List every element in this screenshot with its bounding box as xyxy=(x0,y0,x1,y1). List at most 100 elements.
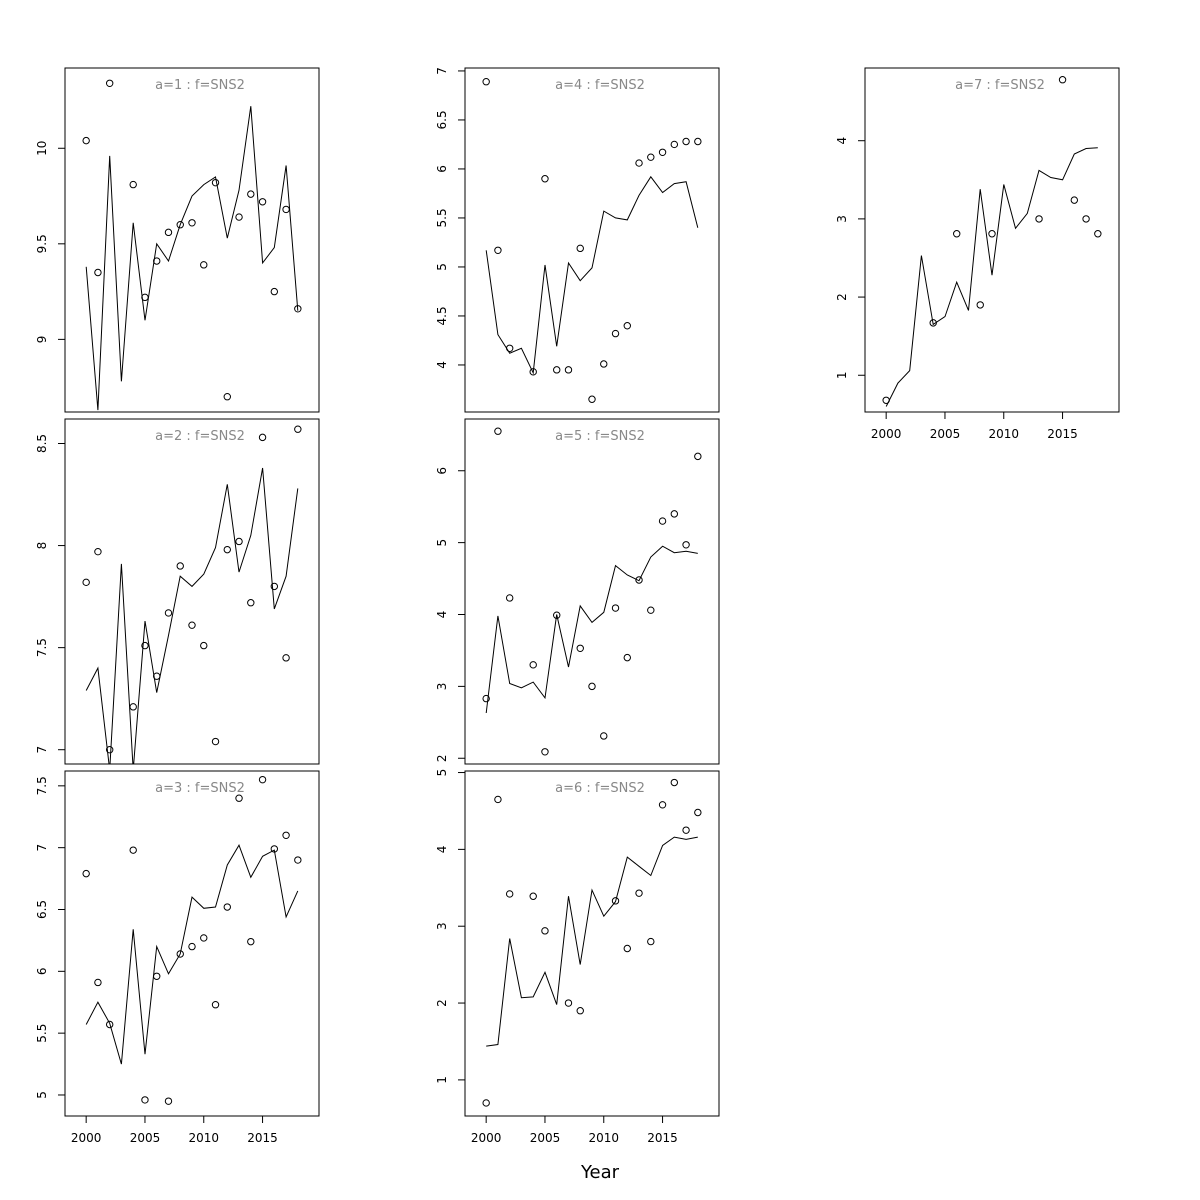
series-line xyxy=(485,175,699,375)
data-point xyxy=(600,360,608,368)
data-point xyxy=(94,978,102,987)
data-point xyxy=(247,937,255,946)
x-tick-label: 2010 xyxy=(588,1131,619,1145)
panel: 2 3 4 5 6 a=5 : f=SNS2 xyxy=(435,418,720,765)
data-point xyxy=(494,246,502,254)
data-point xyxy=(105,746,114,754)
panel-title: a=4 : f=SNS2 xyxy=(555,78,645,93)
data-point xyxy=(82,136,90,145)
y-tick-label: 2 xyxy=(435,999,449,1007)
data-point xyxy=(211,737,220,746)
panel: 1 2 3 4 5 2000 2005 2010 2015 a=6 : f=SNS2 xyxy=(435,769,720,1145)
plot-frame xyxy=(64,67,320,413)
y-tick-label: 6 xyxy=(435,165,449,173)
x-tick-label: 2005 xyxy=(530,1131,561,1145)
x-tick-label: 2005 xyxy=(930,427,961,441)
y-tick-label: 6 xyxy=(35,968,49,976)
y-tick-label: 4 xyxy=(435,846,449,854)
series-line xyxy=(485,545,698,714)
data-point xyxy=(258,198,267,206)
data-point xyxy=(611,897,620,905)
plot-frame xyxy=(64,770,320,1117)
panel-title: a=3 : f=SNS2 xyxy=(155,781,245,796)
data-point xyxy=(494,427,502,435)
y-tick-label: 3 xyxy=(435,683,449,691)
data-point xyxy=(294,856,302,864)
data-point xyxy=(258,433,267,442)
data-point xyxy=(635,159,643,167)
data-point xyxy=(670,510,679,518)
data-point xyxy=(553,611,561,619)
data-point xyxy=(600,732,608,740)
data-point xyxy=(694,452,702,461)
y-tick-label: 7.5 xyxy=(35,776,49,795)
data-point xyxy=(282,654,290,662)
panel: 1 2 3 4 2000 2005 2010 2015 a=7 : f=SNS2 xyxy=(835,67,1120,441)
data-point xyxy=(505,344,514,352)
y-tick-label: 8.5 xyxy=(35,434,49,453)
data-point xyxy=(164,228,173,237)
data-point xyxy=(235,213,243,221)
panel-title: a=1 : f=SNS2 xyxy=(155,78,245,93)
data-point xyxy=(1094,230,1102,238)
data-point xyxy=(670,140,679,149)
y-tick-label: 9 xyxy=(35,336,49,344)
data-point xyxy=(188,219,196,227)
data-point xyxy=(235,537,243,546)
data-point xyxy=(176,221,184,229)
data-point xyxy=(553,366,561,374)
data-point xyxy=(670,778,679,787)
panel: 7 7.5 8 8.5 a=2 : f=SNS2 xyxy=(35,418,320,765)
data-point xyxy=(164,609,173,617)
data-point xyxy=(223,545,231,554)
data-point xyxy=(176,950,184,958)
data-point xyxy=(647,153,655,161)
data-point xyxy=(82,578,90,587)
x-axis-label: Year xyxy=(580,1162,620,1183)
panel: 5 5.5 6 6.5 7 7.5 2000 2005 2010 2015 a=3 : f=SNS2 xyxy=(35,770,320,1145)
data-point xyxy=(694,137,702,146)
data-point xyxy=(541,748,549,756)
data-point xyxy=(129,703,137,711)
data-point xyxy=(529,661,537,669)
y-tick-label: 8 xyxy=(35,542,49,550)
data-point xyxy=(153,672,161,680)
data-point xyxy=(588,682,596,691)
y-tick-label: 7.5 xyxy=(35,638,49,657)
data-point xyxy=(623,653,631,662)
y-tick-label: 6.5 xyxy=(35,900,49,919)
data-point xyxy=(564,366,573,374)
data-point xyxy=(623,944,631,953)
data-point xyxy=(482,694,490,703)
data-point xyxy=(105,79,114,87)
series-line xyxy=(85,467,299,764)
y-tick-label: 7 xyxy=(435,67,449,75)
data-point xyxy=(211,178,220,187)
series-line xyxy=(85,844,299,1065)
data-point xyxy=(247,599,255,607)
data-point xyxy=(164,1097,173,1105)
data-point xyxy=(1058,76,1067,84)
data-point xyxy=(988,230,996,238)
x-tick-label: 2000 xyxy=(71,1131,102,1145)
y-tick-label: 5 xyxy=(435,263,449,271)
data-point xyxy=(153,257,161,265)
data-point xyxy=(200,641,208,650)
data-point xyxy=(494,795,502,804)
y-tick-label: 3 xyxy=(435,922,449,930)
y-tick-label: 6.5 xyxy=(435,110,449,129)
data-point xyxy=(223,393,231,401)
x-tick-label: 2015 xyxy=(247,1131,278,1145)
x-tick-label: 2010 xyxy=(188,1131,219,1145)
y-tick-label: 1 xyxy=(835,371,849,379)
plot-frame xyxy=(464,67,720,413)
data-point xyxy=(576,244,584,253)
y-tick-label: 5 xyxy=(35,1091,49,1099)
data-point xyxy=(270,287,279,296)
data-point xyxy=(294,305,302,313)
data-point xyxy=(153,972,161,980)
y-tick-label: 5 xyxy=(435,539,449,547)
plot-frame xyxy=(464,770,720,1117)
data-point xyxy=(129,846,137,854)
